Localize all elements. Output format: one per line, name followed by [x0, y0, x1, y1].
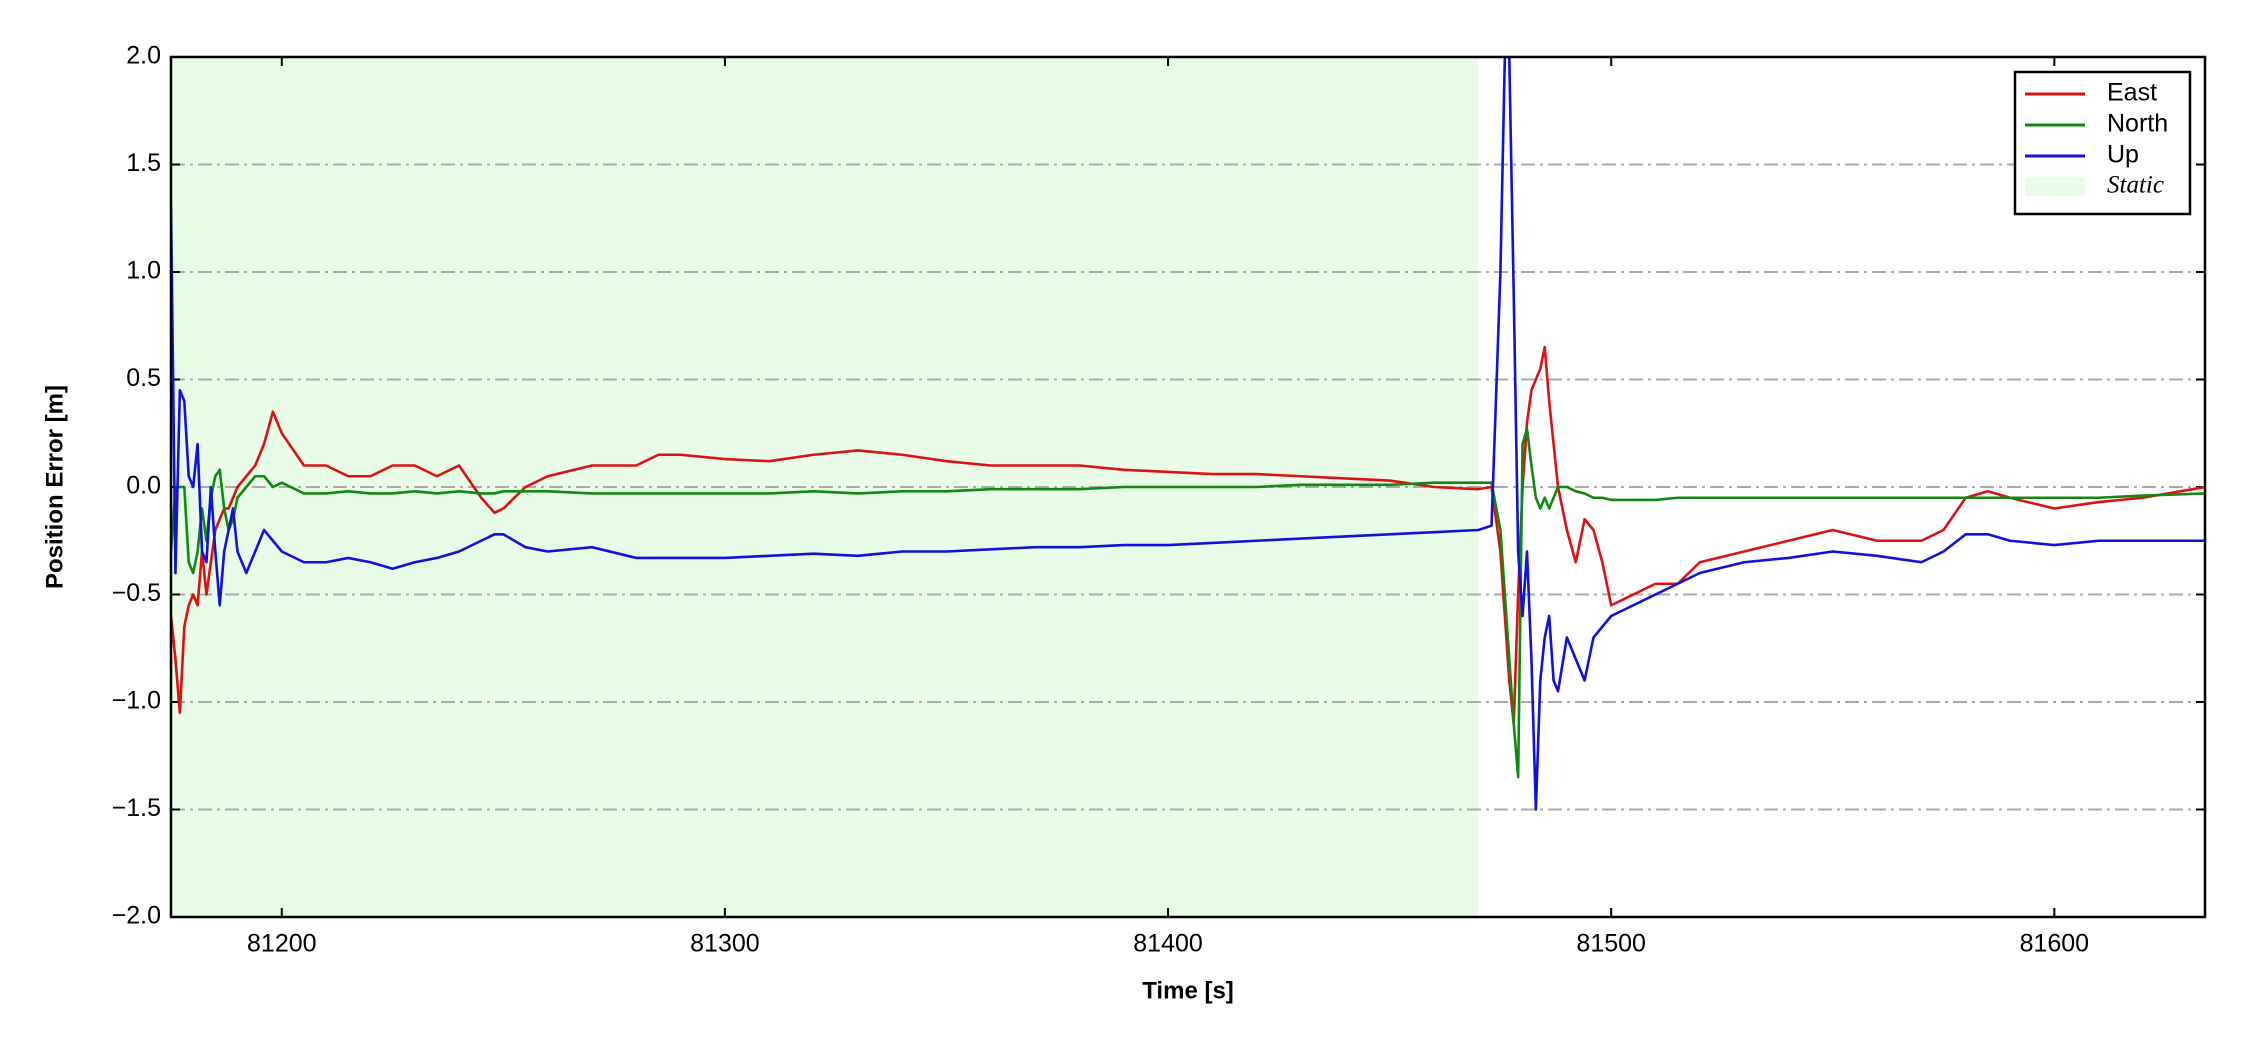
x-tick-label: 81600 — [2020, 930, 2090, 958]
y-tick-label: −0.5 — [112, 579, 161, 607]
series-line — [171, 57, 2205, 811]
x-tick-label: 81500 — [1576, 930, 1646, 958]
series-line — [171, 345, 2205, 725]
legend-label: North — [2107, 110, 2168, 138]
plot-frame — [169, 55, 2207, 919]
y-axis-label: Position Error [m] — [41, 385, 68, 589]
y-tick-label: −1.5 — [112, 794, 161, 822]
x-tick-label: 81200 — [247, 930, 317, 958]
y-tick-label: 2.0 — [126, 42, 161, 70]
legend-label: East — [2107, 79, 2157, 107]
series-line — [171, 427, 2205, 779]
legend-swatch — [2025, 178, 2085, 196]
y-tick-label: 1.5 — [126, 149, 161, 177]
y-tick-label: 1.0 — [126, 257, 161, 285]
x-tick-label: 81400 — [1133, 930, 1203, 958]
plot-lines — [171, 57, 2205, 811]
y-tick-label: 0.0 — [126, 472, 161, 500]
x-axis-label: Time [s] — [1142, 977, 1234, 1004]
y-tick-label: 0.5 — [126, 364, 161, 392]
y-tick-label: −1.0 — [112, 687, 161, 715]
y-tick-label: −2.0 — [112, 902, 161, 930]
legend-label: Static — [2107, 172, 2164, 199]
legend-label: Up — [2107, 141, 2139, 169]
x-tick-label: 81300 — [690, 930, 760, 958]
